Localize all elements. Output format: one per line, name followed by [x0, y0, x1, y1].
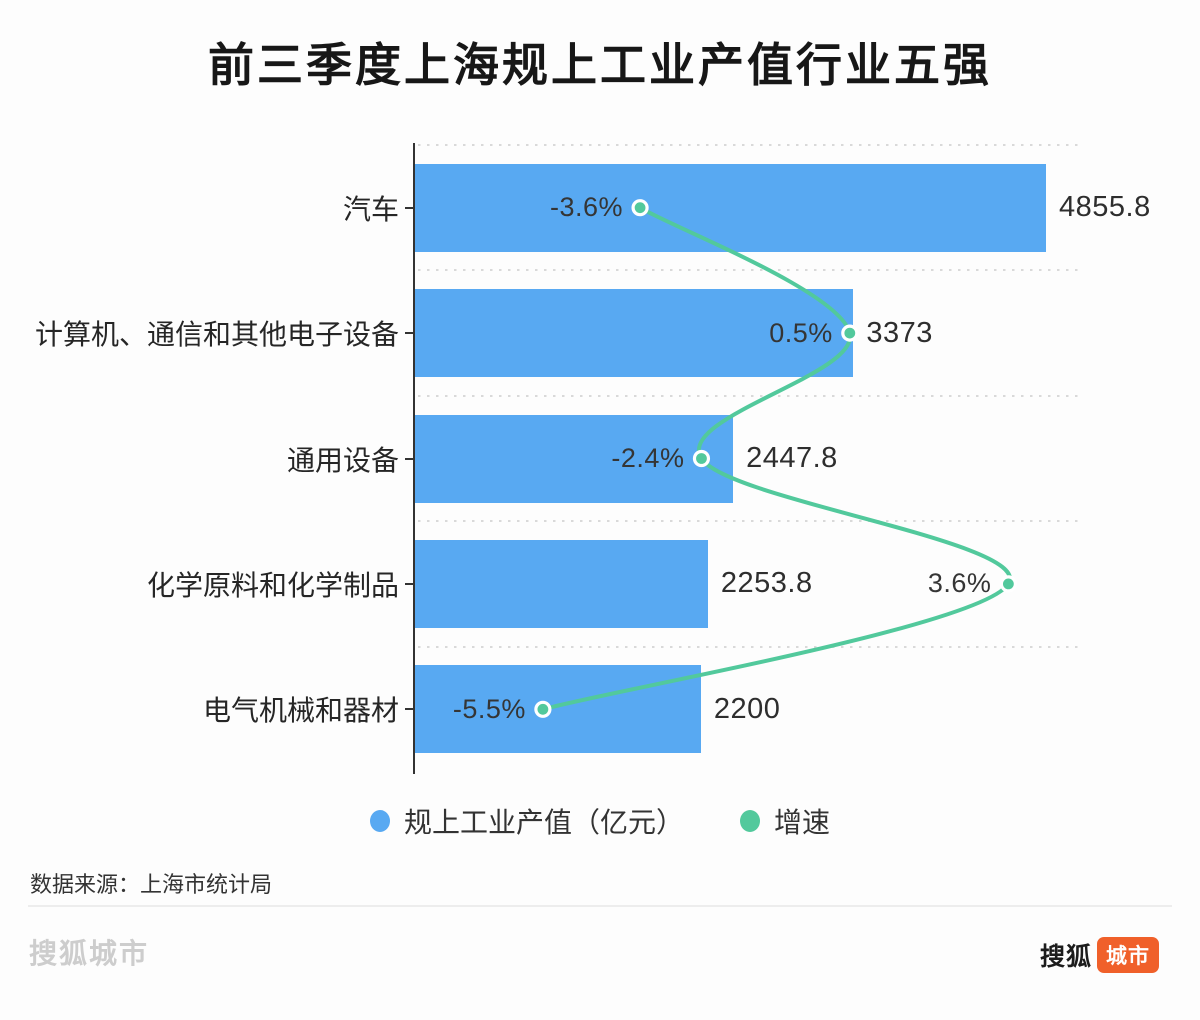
category-label: 化学原料和化学制品: [146, 569, 399, 601]
axis-tick: [405, 582, 414, 585]
bar-value-label: 4855.8: [1059, 191, 1151, 224]
legend-item-output-value: 规上工业产值（亿元）: [369, 801, 684, 841]
growth-rate-label: -3.6%: [550, 192, 624, 223]
output-value-bar: [415, 289, 854, 378]
bar-value-label: 2200: [713, 692, 781, 725]
legend-label-growth-rate: 增速: [774, 807, 831, 838]
footer-divider: [28, 905, 1172, 907]
growth-rate-label: 0.5%: [769, 317, 833, 348]
bar-value-label: 3373: [866, 316, 933, 349]
chart-title: 前三季度上海规上工业产值行业五强: [208, 39, 992, 91]
category-label: 汽车: [342, 193, 399, 225]
output-value-bar: [415, 163, 1046, 252]
chart-legend: 规上工业产值（亿元） 增速: [0, 798, 1200, 844]
axis-tick: [405, 457, 414, 460]
growth-line: [540, 205, 1012, 712]
grid-separator: [418, 269, 1080, 272]
bar-value-label: 2447.8: [746, 442, 838, 474]
y-axis-line: [413, 143, 415, 774]
legend-marker-green-circle-icon: [740, 810, 760, 832]
legend-item-growth-rate: 增速: [740, 801, 830, 841]
growth-rate-label: -2.4%: [611, 443, 685, 473]
data-source-note: 数据来源：上海市统计局: [30, 872, 273, 897]
watermark-text: 搜狐城市: [29, 938, 150, 969]
bar-value-label: 2253.8: [720, 567, 813, 600]
growth-rate-label: 3.6%: [927, 568, 992, 599]
axis-tick: [405, 708, 414, 711]
category-label: 电气机械和器材: [202, 695, 399, 727]
axis-tick: [405, 332, 414, 335]
growth-point-icon: [692, 449, 711, 468]
growth-point-icon: [999, 575, 1017, 593]
legend-marker-blue-circle-icon: [369, 810, 390, 832]
category-label: 通用设备: [286, 444, 399, 476]
grid-separator: [418, 520, 1080, 523]
logo-brand-text: 搜狐: [1039, 943, 1092, 971]
growth-point-icon: [631, 199, 649, 217]
output-value-bar: [415, 539, 708, 628]
grid-separator: [418, 144, 1080, 146]
logo-badge-text: 城市: [1097, 937, 1159, 973]
growth-point-icon: [841, 324, 859, 342]
axis-tick: [405, 206, 414, 209]
growth-point-icon: [534, 700, 552, 718]
legend-label-output-value: 规上工业产值（亿元）: [403, 807, 684, 838]
sohu-city-logo: 搜狐 城市: [1040, 937, 1159, 973]
category-label: 计算机、通信和其他电子设备: [34, 319, 399, 351]
grid-separator: [418, 645, 1080, 648]
output-value-bar: [415, 414, 734, 503]
output-value-bar: [415, 665, 701, 754]
grid-separator: [418, 394, 1080, 397]
growth-rate-label: -5.5%: [452, 693, 526, 724]
